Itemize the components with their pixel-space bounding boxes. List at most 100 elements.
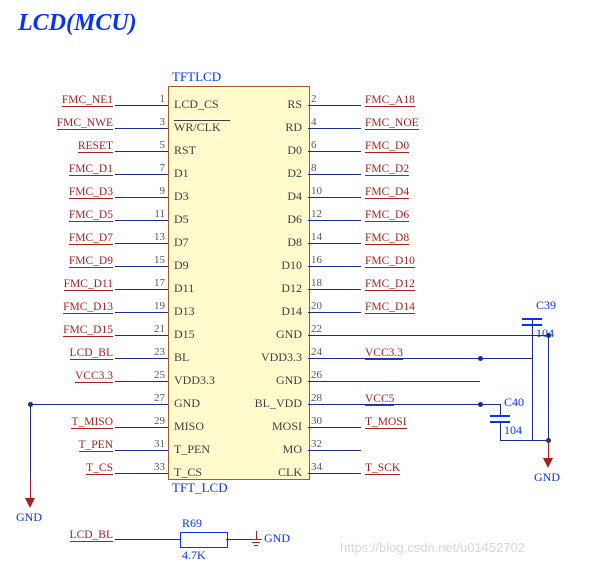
net-label: FMC_NE1: [62, 94, 113, 107]
chip-pin-label: D3: [174, 189, 189, 204]
net-label: FMC_D0: [365, 140, 409, 153]
net-label: FMC_NWE: [57, 117, 113, 130]
pin-number: 11: [154, 208, 165, 220]
pin-number: 20: [311, 300, 322, 312]
cap-refdes: C40: [504, 395, 524, 410]
chip-pin-label: D9: [174, 258, 189, 273]
net-label: FMC_D15: [63, 324, 113, 337]
chip-pin-label: D2: [287, 166, 302, 181]
chip-pin-label: D5: [174, 212, 189, 227]
net-label: LCD_BL: [70, 347, 113, 360]
pin-number: 26: [311, 369, 322, 381]
chip-pin-label: MO: [283, 442, 302, 457]
net-label: LCD_BL: [70, 529, 113, 542]
net-label: FMC_NOE: [365, 117, 419, 130]
pin-number: 8: [311, 162, 317, 174]
chip-pin-label: D15: [174, 327, 195, 342]
pin-number: 13: [154, 231, 165, 243]
chip-pin-label: D7: [174, 235, 189, 250]
chip-pin-label: T_PEN: [174, 442, 210, 457]
diagram-title: LCD(MCU): [18, 10, 137, 37]
pin-number: 29: [154, 415, 165, 427]
pin-number: 22: [311, 323, 322, 335]
pin-number: 33: [154, 461, 165, 473]
chip-pin-label: BL_VDD: [255, 396, 302, 411]
net-label: T_SCK: [365, 462, 400, 475]
net-label: FMC_D6: [365, 209, 409, 222]
resistor-refdes: R69: [182, 516, 202, 531]
pin-number: 5: [160, 139, 166, 151]
pin-number: 28: [311, 392, 322, 404]
chip-pin-label: RS: [287, 97, 302, 112]
pin-number: 25: [154, 369, 165, 381]
net-label: FMC_D14: [365, 301, 415, 314]
chip-top-label: TFTLCD: [172, 69, 221, 85]
chip-pin-label: D12: [281, 281, 302, 296]
net-label: T_MOSI: [365, 416, 407, 429]
pin-number: 12: [311, 208, 322, 220]
chip-pin-label: D11: [174, 281, 194, 296]
chip-pin-label: RST: [174, 143, 196, 158]
pin-number: 15: [154, 254, 165, 266]
pin-number: 21: [154, 323, 165, 335]
cap-refdes: C39: [536, 298, 556, 313]
pin-number: 17: [154, 277, 165, 289]
resistor-value: 4.7K: [182, 548, 206, 563]
chip-pin-label: VDD3.3: [261, 350, 302, 365]
cap-value: 104: [504, 423, 522, 438]
chip-pin-label: D4: [287, 189, 302, 204]
pin-number: 18: [311, 277, 322, 289]
net-label: T_CS: [86, 462, 113, 475]
net-label: FMC_D4: [365, 186, 409, 199]
chip-pin-label: D10: [281, 258, 302, 273]
resistor-body: [180, 532, 228, 548]
net-label: RESET: [78, 140, 113, 153]
chip-pin-label: MISO: [174, 419, 204, 434]
chip-pin-label: D8: [287, 235, 302, 250]
pin-number: 19: [154, 300, 165, 312]
chip-pin-label: GND: [276, 373, 302, 388]
net-label: FMC_D10: [365, 255, 415, 268]
net-label: FMC_D9: [69, 255, 113, 268]
chip-pin-label: VDD3.3: [174, 373, 215, 388]
chip-pin-label: BL: [174, 350, 189, 365]
chip-pin-label: LCD_CS: [174, 97, 219, 112]
chip-pin-label: D13: [174, 304, 195, 319]
chip-pin-label: D14: [281, 304, 302, 319]
net-label: FMC_D1: [69, 163, 113, 176]
cap-value: 104: [536, 326, 554, 341]
gnd-label: GND: [16, 510, 42, 525]
gnd-label: GND: [264, 531, 290, 546]
pin-number: 1: [160, 93, 166, 105]
chip-pin-label: D1: [174, 166, 189, 181]
chip-pin-label: GND: [174, 396, 200, 411]
chip-pin-label: RD: [285, 120, 302, 135]
net-label: T_MISO: [71, 416, 113, 429]
pin-number: 4: [311, 116, 317, 128]
net-label: FMC_D11: [64, 278, 113, 291]
net-label: FMC_D3: [69, 186, 113, 199]
pin-number: 7: [160, 162, 166, 174]
pin-number: 6: [311, 139, 317, 151]
pin-number: 31: [154, 438, 165, 450]
pin-number: 2: [311, 93, 317, 105]
watermark: https://blog.csdn.net/u01452702: [340, 540, 525, 555]
net-label: FMC_D7: [69, 232, 113, 245]
chip-pin-label: T_CS: [174, 465, 202, 480]
chip-pin-label: GND: [276, 327, 302, 342]
pin-number: 3: [160, 116, 166, 128]
net-label: FMC_D13: [63, 301, 113, 314]
pin-number: 16: [311, 254, 322, 266]
pin-number: 9: [160, 185, 166, 197]
pin-number: 14: [311, 231, 322, 243]
chip-pin-label: D0: [287, 143, 302, 158]
pin-number: 23: [154, 346, 165, 358]
chip-pin-label: CLK: [278, 465, 302, 480]
pin-number: 34: [311, 461, 322, 473]
pin-number: 10: [311, 185, 322, 197]
pin-number: 32: [311, 438, 322, 450]
net-label: FMC_D12: [365, 278, 415, 291]
net-label: FMC_D2: [365, 163, 409, 176]
net-label: VCC3.3: [75, 370, 113, 383]
gnd-label: GND: [534, 470, 560, 485]
